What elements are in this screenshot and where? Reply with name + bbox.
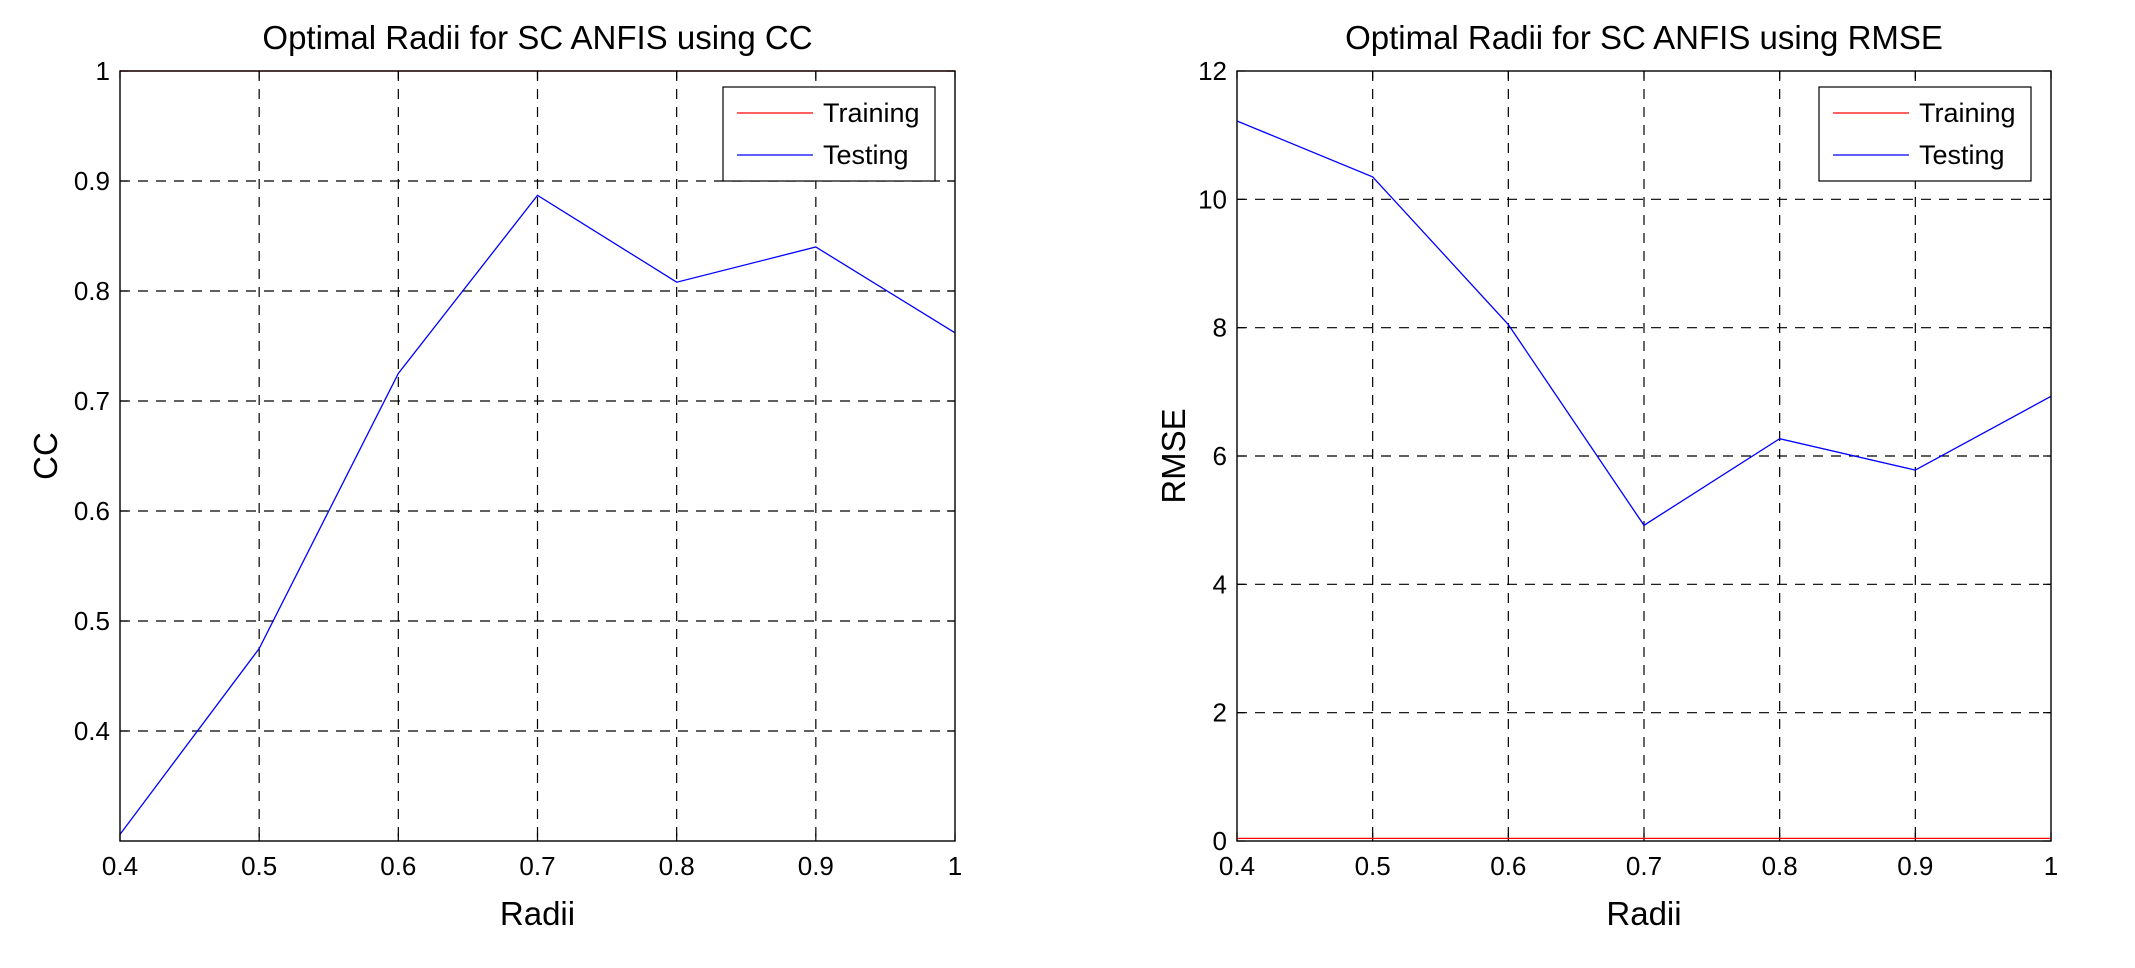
cc-ytick-label: 0.6 xyxy=(74,496,110,526)
cc-series-testing-line xyxy=(119,194,956,835)
cc-legend: Training Testing xyxy=(722,86,936,182)
rmse-legend-label-testing: Testing xyxy=(1919,140,2005,170)
cc-axes-frame xyxy=(119,70,956,842)
rmse-ytick-label: 12 xyxy=(1198,56,1227,86)
rmse-ytick-label: 2 xyxy=(1213,698,1227,728)
cc-xtick-label: 0.6 xyxy=(380,851,416,881)
cc-ytick-label: 0.8 xyxy=(74,276,110,306)
cc-xtick-label: 0.7 xyxy=(519,851,555,881)
rmse-x-axis-label: Radii xyxy=(1606,895,1681,932)
rmse-ytick-label: 6 xyxy=(1213,441,1227,471)
cc-ytick-label: 0.9 xyxy=(74,166,110,196)
rmse-xtick-label: 0.7 xyxy=(1626,851,1662,881)
rmse-ytick-label: 8 xyxy=(1213,313,1227,343)
cc-ytick-label: 0.5 xyxy=(74,606,110,636)
cc-legend-box xyxy=(722,86,936,182)
cc-xtick-label: 1 xyxy=(948,851,962,881)
rmse-xtick-label: 0.6 xyxy=(1490,851,1526,881)
cc-ytick-label: 0.4 xyxy=(74,716,110,746)
cc-y-axis-label: CC xyxy=(27,432,64,480)
cc-xtick-label: 0.4 xyxy=(102,851,138,881)
cc-xtick-label: 0.9 xyxy=(798,851,834,881)
cc-legend-label-testing: Testing xyxy=(823,140,909,170)
cc-xtick-label: 0.8 xyxy=(659,851,695,881)
rmse-ytick-label: 10 xyxy=(1198,184,1227,214)
rmse-xtick-label: 0.8 xyxy=(1762,851,1798,881)
cc-x-axis-label: Radii xyxy=(500,895,575,932)
rmse-legend-label-training: Training xyxy=(1919,98,2016,128)
rmse-chart-title: Optimal Radii for SC ANFIS using RMSE xyxy=(1345,19,1943,56)
cc-ytick-label: 1 xyxy=(96,56,110,86)
rmse-xtick-label: 0.5 xyxy=(1355,851,1391,881)
rmse-ytick-label: 4 xyxy=(1213,569,1227,599)
rmse-legend-box xyxy=(1818,86,2032,182)
rmse-y-axis-label: RMSE xyxy=(1155,408,1192,503)
cc-legend-label-training: Training xyxy=(823,98,920,128)
rmse-legend: Training Testing xyxy=(1818,86,2032,182)
cc-chart-title: Optimal Radii for SC ANFIS using CC xyxy=(262,19,812,56)
rmse-axes-frame xyxy=(1236,70,2052,842)
rmse-xtick-label: 0.9 xyxy=(1897,851,1933,881)
cc-ytick-label: 0.7 xyxy=(74,386,110,416)
rmse-xtick-label: 0.4 xyxy=(1219,851,1255,881)
rmse-series-testing-line xyxy=(1236,120,2052,527)
rmse-ytick-label: 0 xyxy=(1213,826,1227,856)
cc-xtick-label: 0.5 xyxy=(241,851,277,881)
cc-chart: 0.4 0.5 0.6 0.7 0.8 0.9 1 0.4 0.5 0.6 0.7 0.8 0.9 1 Op… xyxy=(27,19,962,932)
rmse-xtick-label: 1 xyxy=(2044,851,2058,881)
